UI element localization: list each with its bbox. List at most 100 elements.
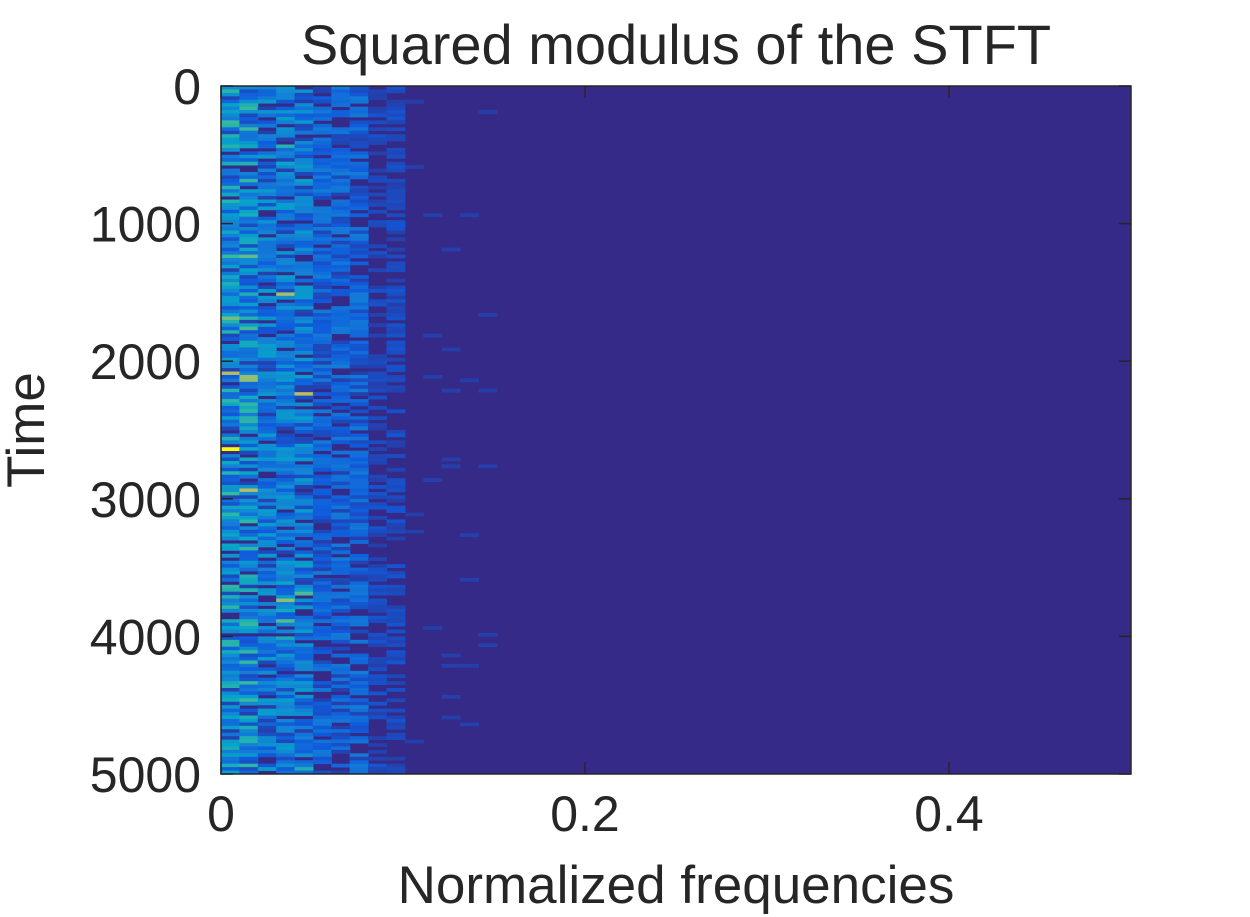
heatmap-cell <box>239 677 259 682</box>
heatmap-cell <box>294 478 314 482</box>
heatmap-cell <box>331 127 351 132</box>
heatmap-cell <box>368 763 388 768</box>
heatmap-cell <box>331 254 351 259</box>
heatmap-cell <box>441 694 461 699</box>
heatmap-cell <box>239 722 259 727</box>
heatmap-cell <box>276 240 296 245</box>
heatmap-cell <box>368 756 388 761</box>
heatmap-cell <box>257 261 277 266</box>
heatmap-cell <box>386 192 406 197</box>
heatmap-cell <box>239 767 259 771</box>
heatmap-cell <box>257 725 277 730</box>
heatmap-cell <box>294 288 314 293</box>
heatmap-cell <box>331 141 351 145</box>
heatmap-cell <box>349 522 369 527</box>
heatmap-cell <box>331 416 351 421</box>
heatmap-cell <box>386 220 406 224</box>
heatmap-cell <box>349 385 369 390</box>
heatmap-cell <box>349 450 369 455</box>
heatmap-cell <box>257 657 277 661</box>
heatmap-cell <box>312 172 332 176</box>
heatmap-cell <box>368 516 388 520</box>
heatmap-cell <box>312 254 332 259</box>
heatmap-cell <box>239 141 259 145</box>
heatmap-cell <box>331 392 351 396</box>
heatmap-cell <box>257 92 277 97</box>
heatmap-cell <box>257 192 277 197</box>
heatmap-cell <box>221 718 240 723</box>
heatmap-cell <box>331 602 351 606</box>
heatmap-cell <box>276 581 296 586</box>
heatmap-cell <box>386 688 406 692</box>
heatmap-cell <box>239 130 259 135</box>
heatmap-cell <box>331 220 351 224</box>
heatmap-cell <box>331 474 351 479</box>
heatmap-cell <box>312 399 332 403</box>
heatmap-cell <box>312 753 332 758</box>
heatmap-cell <box>239 584 259 589</box>
heatmap-cell <box>257 323 277 328</box>
heatmap-cell <box>331 457 351 462</box>
heatmap-cell <box>312 457 332 462</box>
heatmap-cell <box>386 498 406 503</box>
heatmap-cell <box>368 529 388 534</box>
heatmap-cell <box>239 106 259 111</box>
heatmap-cell <box>276 199 296 204</box>
heatmap-cell <box>349 299 369 304</box>
heatmap-cell <box>276 258 296 262</box>
heatmap-cell <box>368 701 388 706</box>
heatmap-cell <box>221 574 240 579</box>
heatmap-cell <box>239 302 259 307</box>
heatmap-cell <box>312 258 332 262</box>
heatmap-cell <box>276 127 296 132</box>
heatmap-cell <box>312 337 332 341</box>
heatmap-cell <box>312 278 332 283</box>
heatmap-cell <box>349 581 369 586</box>
heatmap-cell <box>221 374 240 379</box>
heatmap-cell <box>257 591 277 596</box>
heatmap-cell <box>276 636 296 641</box>
heatmap-cell <box>368 426 388 431</box>
heatmap-cell <box>368 285 388 290</box>
heatmap-cell <box>386 454 406 458</box>
y-tick-label: 1000 <box>90 197 201 253</box>
heatmap-cell <box>312 165 332 169</box>
heatmap-cell <box>331 546 351 551</box>
heatmap-cell <box>349 113 369 118</box>
heatmap-cell <box>294 550 314 555</box>
heatmap-cell <box>312 571 332 575</box>
heatmap-cell <box>331 677 351 682</box>
heatmap-cell <box>368 357 388 362</box>
heatmap-cell <box>239 670 259 675</box>
heatmap-cell <box>386 223 406 228</box>
heatmap-cell <box>294 247 314 252</box>
heatmap-cell <box>331 110 351 114</box>
heatmap-cell <box>368 495 388 500</box>
heatmap-cell <box>239 760 259 765</box>
y-tick-label: 3000 <box>90 472 201 528</box>
heatmap-cell <box>257 134 277 138</box>
heatmap-cell <box>221 357 240 362</box>
heatmap-cell <box>331 526 351 531</box>
heatmap-cell <box>276 681 296 685</box>
heatmap-cell <box>239 505 259 510</box>
heatmap-cell <box>257 522 277 527</box>
heatmap-cell <box>221 512 240 517</box>
heatmap-cell <box>276 732 296 737</box>
heatmap-cell <box>239 426 259 431</box>
heatmap-cell <box>257 457 277 462</box>
heatmap-cell <box>257 182 277 187</box>
heatmap-cell <box>257 264 277 269</box>
heatmap-cell <box>294 729 314 734</box>
heatmap-cell <box>331 350 351 355</box>
heatmap-cell <box>331 264 351 269</box>
heatmap-cell <box>386 106 406 111</box>
heatmap-cell <box>257 560 277 565</box>
heatmap-cell <box>312 89 332 94</box>
heatmap-cell <box>239 144 259 149</box>
heatmap-cell <box>276 536 296 541</box>
heatmap-cell <box>239 361 259 366</box>
heatmap-cell <box>368 584 388 589</box>
heatmap-cell <box>221 399 240 403</box>
